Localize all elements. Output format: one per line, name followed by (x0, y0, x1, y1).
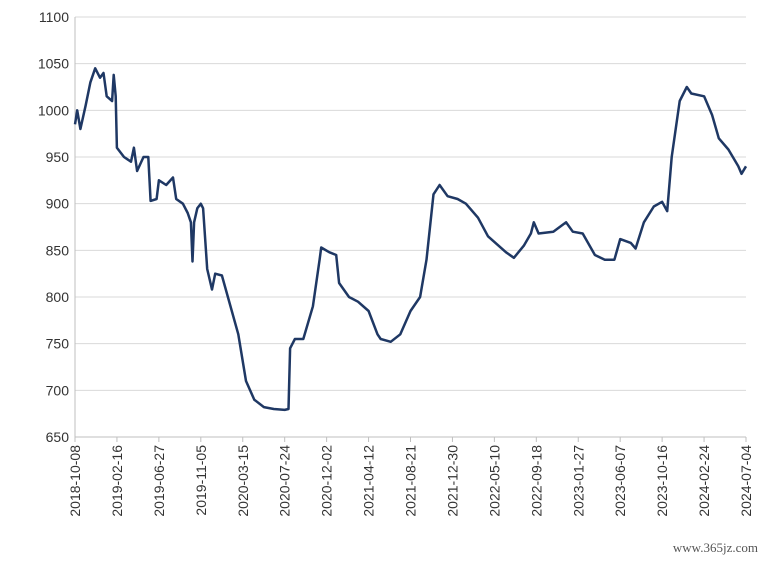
x-tick-label: 2021-04-12 (361, 445, 377, 517)
x-tick-label: 2022-05-10 (486, 445, 502, 517)
y-tick-label: 750 (46, 336, 70, 352)
y-tick-label: 650 (46, 429, 70, 445)
x-tick-label: 2021-12-30 (444, 445, 460, 517)
watermark: www.365jz.com (673, 540, 758, 555)
y-tick-label: 800 (46, 289, 70, 305)
y-tick-label: 700 (46, 382, 70, 398)
x-tick-label: 2019-06-27 (151, 445, 167, 517)
series-line (73, 67, 748, 412)
x-tick-label: 2020-12-02 (319, 445, 335, 517)
y-tick-label: 1100 (39, 9, 69, 25)
y-tick-label: 1050 (38, 56, 69, 72)
x-tick-label: 2019-11-05 (193, 445, 209, 516)
x-tick-label: 2018-10-08 (67, 445, 83, 517)
y-tick-label: 850 (46, 242, 70, 258)
y-tick-label: 1000 (38, 102, 69, 118)
y-tick-label: 900 (46, 196, 70, 212)
x-tick-label: 2019-02-16 (109, 445, 125, 517)
x-tick-label: 2020-07-24 (277, 445, 293, 517)
x-tick-label: 2024-02-24 (696, 445, 712, 517)
x-tick-label: 2023-01-27 (570, 445, 586, 517)
x-tick-label: 2024-07-04 (738, 445, 754, 517)
x-tick-label: 2020-03-15 (235, 445, 251, 517)
x-tick-label: 2023-10-16 (654, 445, 670, 517)
x-tick-label: 2023-06-07 (612, 445, 628, 517)
y-tick-label: 950 (46, 149, 70, 165)
x-tick-label: 2022-09-18 (528, 445, 544, 517)
x-tick-label: 2021-08-21 (403, 445, 419, 517)
